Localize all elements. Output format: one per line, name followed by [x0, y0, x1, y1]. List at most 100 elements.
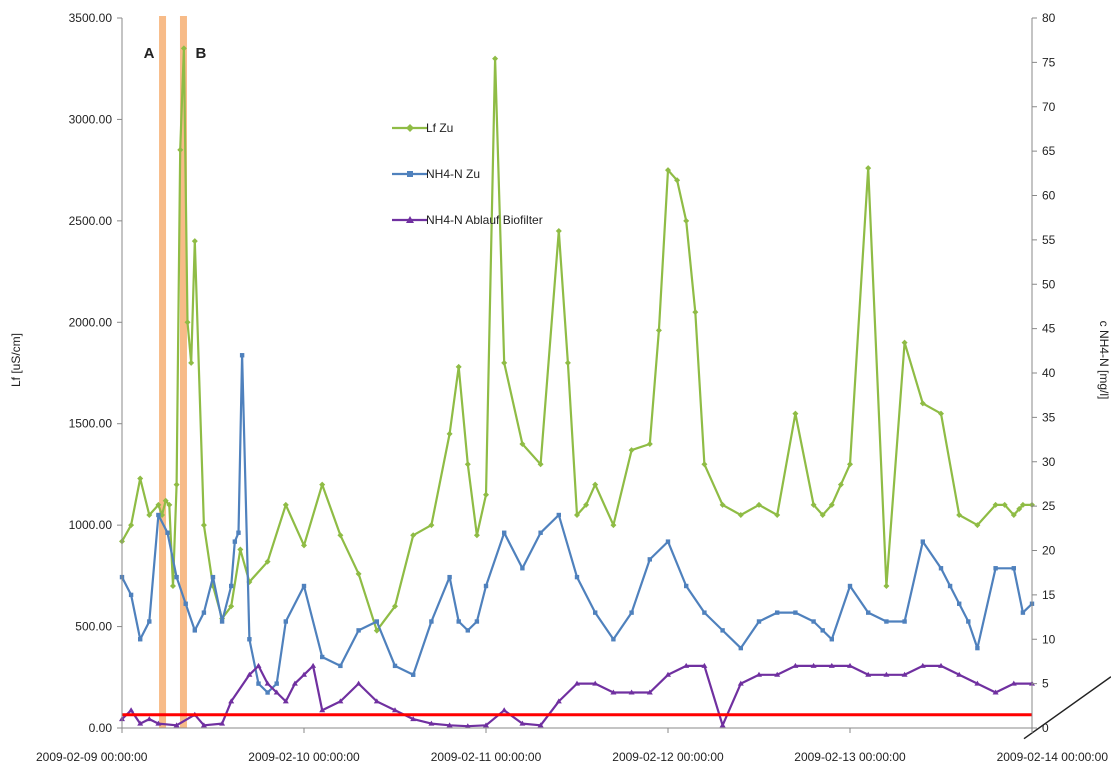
y-left-tick-label: 1000.00	[69, 518, 113, 532]
marker-label: B	[196, 45, 207, 62]
data-point	[337, 698, 344, 704]
data-point	[374, 619, 379, 624]
data-point	[483, 722, 489, 728]
data-point	[283, 619, 288, 624]
data-point	[201, 610, 207, 615]
data-point	[191, 238, 198, 245]
data-point	[792, 410, 799, 417]
data-point	[564, 359, 571, 366]
data-point	[975, 645, 980, 651]
data-point	[847, 662, 853, 668]
y-left-tick-label: 2000.00	[69, 315, 113, 329]
data-point	[819, 512, 826, 518]
data-point	[473, 532, 480, 539]
data-point	[555, 228, 562, 234]
y-right-tick-label: 45	[1042, 322, 1056, 336]
data-point	[556, 512, 561, 518]
data-point	[282, 698, 289, 704]
data-point	[137, 720, 144, 726]
data-point	[866, 610, 871, 615]
data-point	[301, 542, 307, 549]
data-point	[737, 680, 744, 686]
data-point	[502, 530, 507, 535]
y-right-tick-label: 0	[1042, 721, 1049, 735]
data-point	[464, 461, 471, 468]
data-point	[246, 671, 253, 677]
data-point	[173, 481, 180, 488]
data-point	[455, 363, 462, 370]
data-point	[174, 574, 179, 580]
data-point	[992, 689, 999, 695]
legend: Lf Zu NH4-N Zu NH4-N Ablauf Biofilter	[392, 121, 543, 227]
legend-label: NH4-N Zu	[426, 167, 480, 181]
data-point	[320, 654, 325, 660]
data-point	[520, 566, 525, 571]
data-point	[555, 698, 562, 704]
data-point	[756, 619, 762, 624]
data-point	[655, 327, 662, 334]
x-tick-label: 2009-02-10 00:00:00	[248, 750, 360, 764]
data-point	[1016, 505, 1023, 512]
y-right-tick-label: 50	[1042, 277, 1056, 291]
data-point	[446, 430, 453, 437]
data-point	[319, 707, 326, 713]
x-tick-label: 2009-02-09 00:00:00	[36, 750, 148, 764]
data-point	[775, 610, 780, 615]
data-point	[155, 501, 162, 508]
data-point	[992, 501, 999, 508]
y-left-tick-label: 500.00	[75, 620, 112, 634]
data-point	[137, 475, 144, 482]
data-point	[232, 539, 238, 544]
legend-marker	[406, 124, 414, 132]
data-point	[583, 501, 590, 508]
data-point	[1020, 610, 1026, 615]
data-point	[674, 177, 681, 184]
data-point	[828, 662, 835, 668]
data-point	[519, 441, 526, 447]
y-right-tick-label: 65	[1042, 144, 1056, 158]
legend-marker	[406, 216, 414, 223]
data-point	[483, 583, 489, 589]
data-point	[273, 689, 280, 695]
data-point	[146, 716, 153, 722]
data-point	[200, 522, 207, 529]
data-point	[865, 671, 872, 677]
data-point	[165, 530, 170, 535]
data-point	[355, 570, 362, 577]
data-point	[239, 353, 245, 358]
data-point	[291, 680, 298, 686]
data-point	[701, 461, 708, 468]
data-point	[492, 55, 499, 62]
data-point	[428, 720, 435, 726]
data-point	[957, 601, 962, 606]
x-tick-label: 2009-02-11 00:00:00	[431, 750, 542, 764]
data-point	[884, 619, 889, 624]
y-left-tick-label: 2500.00	[69, 214, 113, 228]
data-point	[310, 662, 317, 668]
data-point	[128, 592, 134, 598]
data-point	[610, 522, 617, 529]
data-point	[629, 610, 634, 615]
data-point	[319, 481, 326, 488]
data-point	[920, 539, 925, 544]
data-point	[883, 671, 890, 677]
data-point	[938, 410, 944, 417]
data-point	[537, 461, 544, 468]
data-point	[501, 707, 508, 713]
data-point	[356, 628, 361, 633]
data-point	[829, 637, 834, 642]
data-point	[847, 583, 853, 589]
data-point	[611, 637, 616, 642]
data-point	[974, 680, 981, 686]
data-point	[483, 491, 489, 498]
data-point	[392, 707, 398, 713]
data-point	[628, 689, 635, 695]
data-point	[166, 501, 173, 508]
y-right-tick-label: 25	[1042, 499, 1056, 513]
data-point	[1010, 512, 1017, 518]
data-point	[301, 671, 307, 677]
y-right-tick-label: 70	[1042, 100, 1056, 114]
y-left-tick-label: 1500.00	[69, 417, 113, 431]
data-point	[738, 645, 743, 651]
